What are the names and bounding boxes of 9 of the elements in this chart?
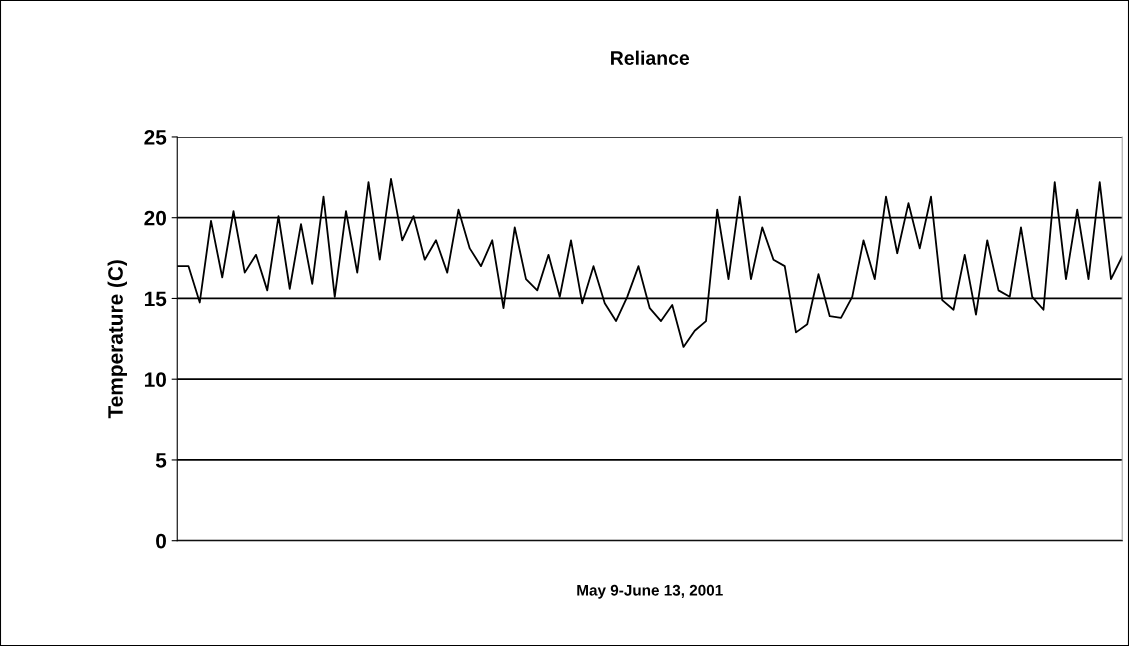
y-tick-label: 0 xyxy=(156,533,166,549)
y-axis-title: Temperature (C) xyxy=(107,260,127,419)
chart-title: Reliance xyxy=(611,50,690,65)
y-tick-label: 20 xyxy=(144,210,166,226)
y-tick-label: 25 xyxy=(144,129,167,145)
y-tick-label: 10 xyxy=(144,372,166,387)
y-tick-label: 15 xyxy=(144,291,167,307)
y-tick-label: 5 xyxy=(155,453,167,468)
x-axis-title: May 9-June 13, 2001 xyxy=(577,584,723,599)
